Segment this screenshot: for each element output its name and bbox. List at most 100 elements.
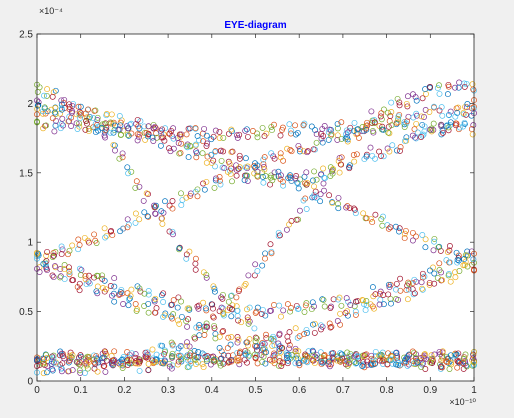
data-point [183, 318, 190, 325]
data-point [201, 332, 208, 338]
data-point [393, 147, 400, 154]
data-point [191, 355, 198, 362]
data-point [66, 268, 73, 274]
data-point [161, 312, 168, 319]
data-point [125, 296, 132, 303]
data-point [414, 129, 421, 136]
data-point [260, 161, 267, 168]
data-point [409, 132, 416, 139]
data-point [337, 358, 344, 365]
data-point [347, 302, 354, 308]
data-point [94, 123, 101, 130]
data-point [118, 286, 125, 293]
data-point [50, 89, 57, 96]
data-point [344, 203, 351, 210]
data-point [336, 169, 343, 176]
data-point [267, 241, 274, 248]
data-point [124, 357, 131, 364]
data-point [40, 260, 47, 267]
data-point [170, 231, 176, 238]
x-tick-label: 0.4 [205, 385, 219, 396]
data-point [321, 187, 327, 194]
data-point [183, 194, 190, 201]
data-point [389, 142, 396, 149]
data-point [461, 80, 468, 87]
data-point [109, 359, 115, 366]
data-point [192, 260, 199, 267]
data-point [302, 302, 309, 309]
data-point [186, 363, 193, 370]
data-point [277, 176, 284, 183]
data-point [411, 126, 418, 133]
data-point [116, 155, 123, 162]
data-point [404, 103, 411, 110]
data-point [196, 322, 203, 328]
data-point [406, 351, 412, 358]
chart-title: EYE-diagram [224, 20, 286, 31]
data-point [224, 345, 231, 352]
data-point [166, 363, 173, 370]
data-point [405, 279, 412, 286]
data-point [456, 268, 463, 274]
data-point [401, 138, 408, 145]
data-point [352, 308, 359, 315]
data-point [185, 316, 191, 323]
data-point [150, 125, 157, 132]
data-point [380, 356, 387, 363]
data-point [59, 246, 66, 253]
data-point [260, 341, 266, 348]
data-point [293, 173, 300, 179]
data-point [280, 307, 287, 314]
data-point [242, 351, 249, 358]
data-points [34, 79, 477, 377]
data-point [178, 298, 185, 305]
data-point [251, 325, 258, 332]
data-point [203, 323, 210, 330]
data-point [368, 108, 375, 115]
data-point [271, 174, 278, 180]
data-point [169, 353, 176, 360]
data-point [338, 135, 345, 142]
data-point [369, 303, 376, 310]
data-point [183, 251, 190, 258]
data-point [145, 123, 152, 130]
data-point [249, 128, 256, 134]
data-point [404, 362, 411, 369]
data-point [193, 361, 199, 367]
data-point [443, 359, 450, 366]
data-point [328, 303, 335, 310]
data-point [438, 357, 445, 364]
data-point [203, 132, 210, 139]
data-point [170, 135, 177, 142]
data-point [419, 274, 426, 281]
data-point [368, 355, 375, 362]
data-point [460, 355, 467, 362]
data-point [50, 249, 57, 256]
data-point [144, 213, 151, 220]
data-point [371, 360, 378, 367]
data-point [454, 109, 461, 116]
data-point [303, 169, 310, 176]
data-point [440, 129, 446, 136]
data-point [419, 360, 426, 367]
data-point [177, 150, 184, 156]
data-point [124, 164, 131, 171]
data-point [378, 110, 385, 117]
data-point [446, 243, 453, 249]
data-point [102, 349, 109, 356]
data-point [76, 109, 83, 116]
data-point [288, 352, 295, 358]
data-point [201, 323, 208, 330]
data-point [431, 351, 438, 358]
data-point [302, 180, 309, 187]
data-point [334, 132, 341, 139]
data-point [334, 357, 341, 364]
data-point [117, 119, 124, 126]
data-point [393, 361, 399, 368]
data-point [436, 82, 442, 89]
data-point [168, 339, 175, 346]
data-point [317, 198, 324, 205]
data-point [160, 313, 167, 320]
data-point [388, 109, 395, 115]
